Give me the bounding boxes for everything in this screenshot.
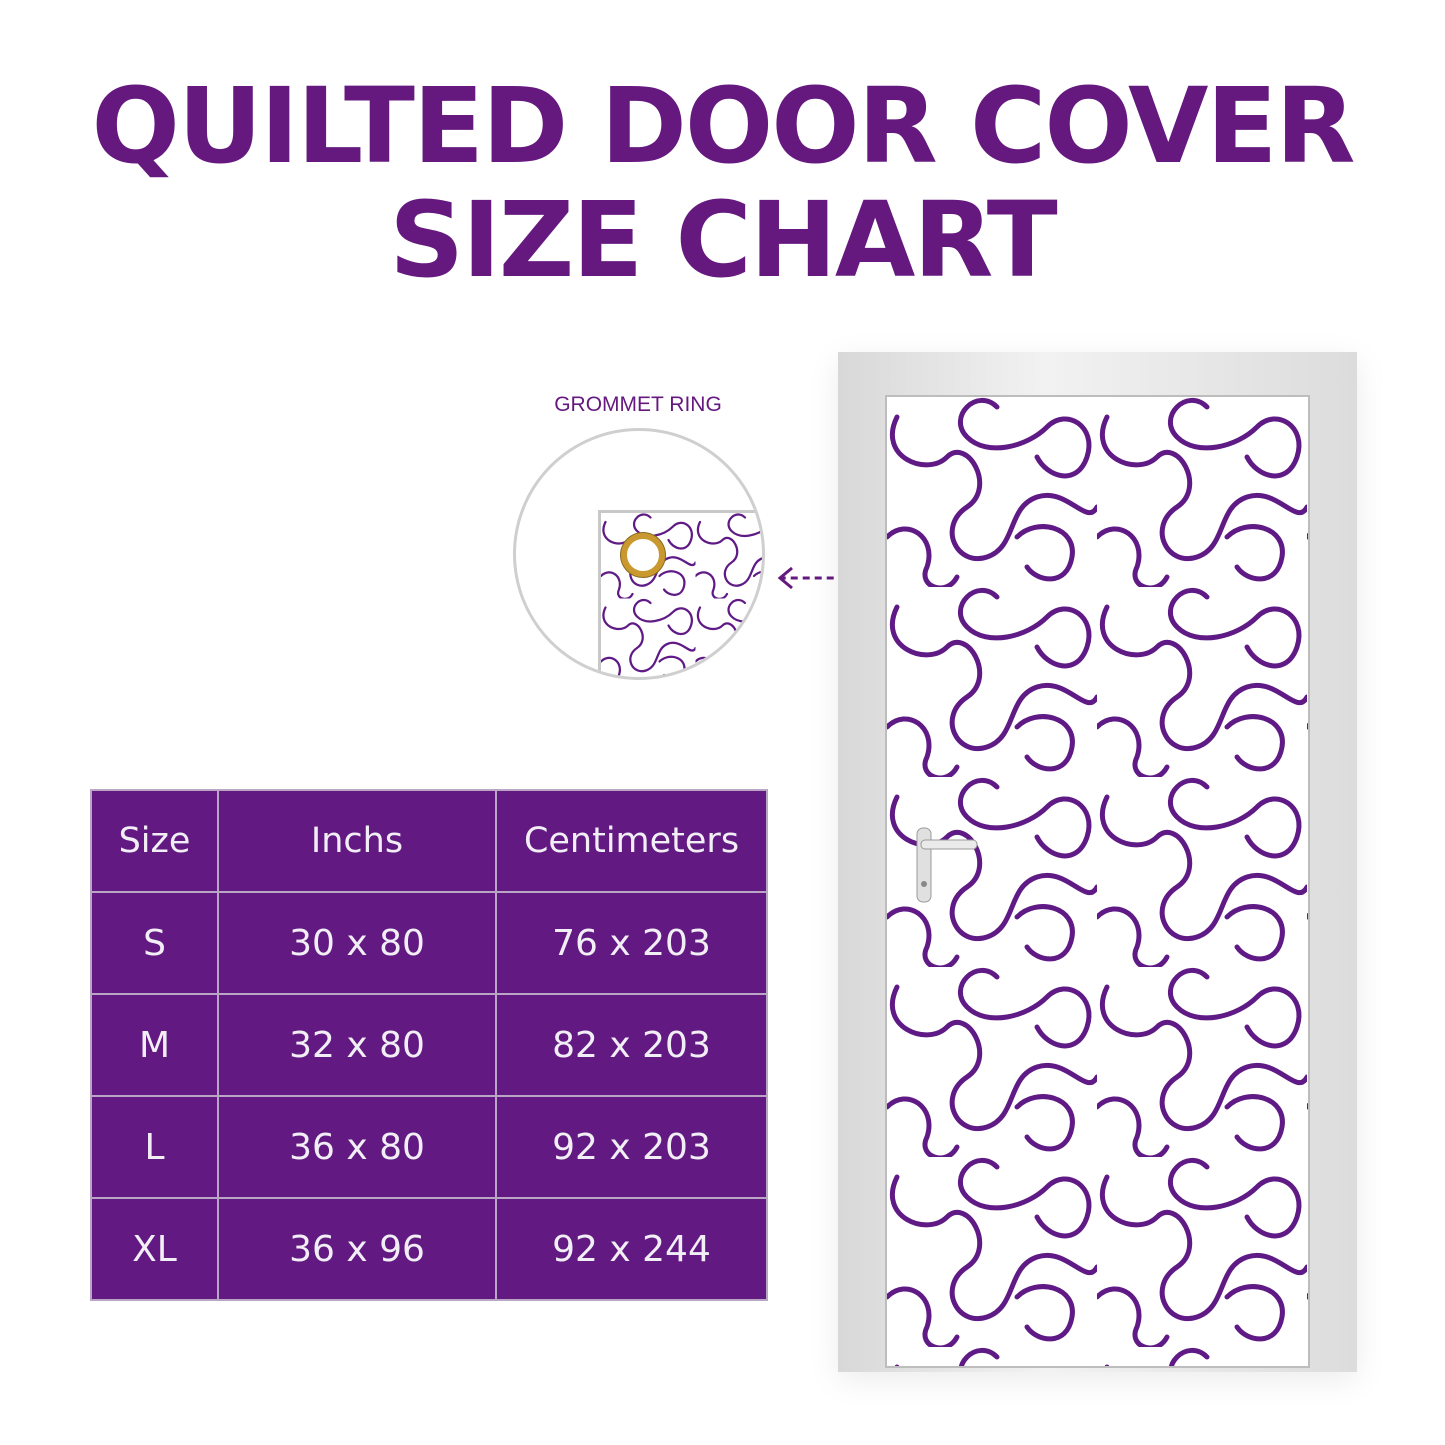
cell-size: S	[90, 891, 219, 995]
cell-size: XL	[90, 1197, 219, 1301]
table-row: S 30 x 80 76 x 203	[90, 891, 768, 995]
cell-inches: 36 x 80	[217, 1095, 497, 1199]
grommet-ring-icon	[621, 533, 665, 577]
quilted-pattern	[887, 397, 1308, 1366]
swatch-pattern	[601, 513, 762, 677]
title-line-1: QUILTED DOOR COVER	[91, 65, 1355, 187]
door-cover-illustration	[885, 395, 1310, 1368]
title-line-2: SIZE CHART	[389, 179, 1057, 301]
cell-centimeters: 92 x 244	[495, 1197, 768, 1301]
cell-inches: 32 x 80	[217, 993, 497, 1097]
grommet-zoom-circle	[513, 428, 765, 680]
header-size: Size	[90, 789, 219, 893]
table-row: L 36 x 80 92 x 203	[90, 1095, 768, 1199]
grommet-ring-label: GROMMET RING	[554, 393, 722, 416]
size-table: Size Inchs Centimeters S 30 x 80 76 x 20…	[90, 789, 768, 1301]
cell-size: L	[90, 1095, 219, 1199]
header-inches: Inchs	[217, 789, 497, 893]
door-handle-icon	[916, 827, 978, 903]
table-header-row: Size Inchs Centimeters	[90, 789, 768, 893]
table-row: M 32 x 80 82 x 203	[90, 993, 768, 1097]
header-centimeters: Centimeters	[495, 789, 768, 893]
cell-inches: 36 x 96	[217, 1197, 497, 1301]
cell-inches: 30 x 80	[217, 891, 497, 995]
table-row: XL 36 x 96 92 x 244	[90, 1197, 768, 1301]
cell-size: M	[90, 993, 219, 1097]
cell-centimeters: 76 x 203	[495, 891, 768, 995]
cell-centimeters: 92 x 203	[495, 1095, 768, 1199]
cell-centimeters: 82 x 203	[495, 993, 768, 1097]
fabric-corner-swatch	[598, 510, 762, 677]
